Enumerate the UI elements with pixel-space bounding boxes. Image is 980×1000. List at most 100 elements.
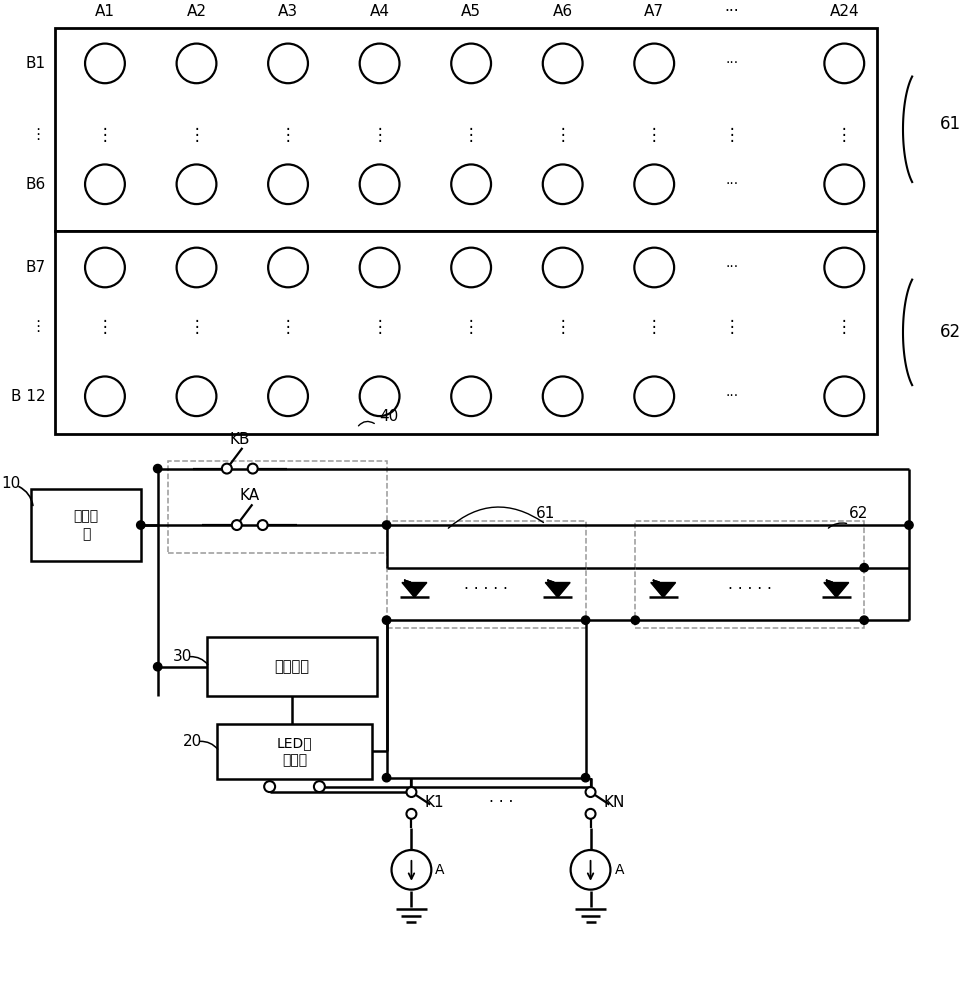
Text: A5: A5 [462, 4, 481, 19]
Text: ⋮: ⋮ [30, 127, 45, 142]
Text: ⋮: ⋮ [97, 126, 114, 144]
Polygon shape [545, 583, 570, 597]
Polygon shape [402, 583, 427, 597]
Circle shape [634, 164, 674, 204]
Text: 驱动电
源: 驱动电 源 [74, 509, 99, 541]
Text: ⋮: ⋮ [836, 126, 853, 144]
Circle shape [382, 616, 391, 624]
Text: B1: B1 [25, 56, 45, 71]
Circle shape [85, 376, 124, 416]
Circle shape [543, 376, 582, 416]
Text: ···: ··· [724, 4, 739, 19]
Circle shape [176, 248, 217, 287]
Text: A2: A2 [186, 4, 207, 19]
Circle shape [221, 464, 232, 474]
Bar [635, 521, 864, 628]
Circle shape [824, 164, 864, 204]
Text: ⋮: ⋮ [463, 126, 479, 144]
Circle shape [634, 44, 674, 83]
Circle shape [360, 248, 400, 287]
Circle shape [860, 616, 868, 624]
Circle shape [586, 809, 596, 819]
Circle shape [269, 376, 308, 416]
Circle shape [570, 850, 611, 890]
Text: ⋮: ⋮ [463, 318, 479, 336]
Circle shape [360, 44, 400, 83]
Circle shape [631, 616, 640, 624]
Text: A4: A4 [369, 4, 390, 19]
Circle shape [407, 787, 416, 797]
Circle shape [176, 164, 217, 204]
Text: 62: 62 [940, 323, 961, 341]
Circle shape [634, 376, 674, 416]
Polygon shape [651, 583, 675, 597]
Text: · · ·: · · · [489, 795, 514, 810]
Circle shape [269, 164, 308, 204]
Text: A: A [614, 863, 624, 877]
Text: ···: ··· [725, 260, 738, 274]
Text: B 12: B 12 [11, 389, 45, 404]
Circle shape [85, 44, 124, 83]
Text: ⋮: ⋮ [555, 126, 571, 144]
Circle shape [543, 44, 582, 83]
Circle shape [248, 464, 258, 474]
Text: KN: KN [604, 795, 625, 810]
Circle shape [905, 521, 913, 529]
Circle shape [360, 164, 400, 204]
Text: ⋮: ⋮ [371, 318, 388, 336]
Circle shape [824, 376, 864, 416]
Circle shape [451, 44, 491, 83]
Text: A1: A1 [95, 4, 115, 19]
Circle shape [407, 809, 416, 819]
Circle shape [136, 521, 145, 529]
Bar [386, 521, 586, 628]
Text: ⋮: ⋮ [555, 318, 571, 336]
Text: 控制模块: 控制模块 [274, 659, 310, 674]
Text: 40: 40 [379, 409, 399, 424]
Bar [31, 489, 141, 561]
Text: A7: A7 [644, 4, 664, 19]
Text: 10: 10 [2, 476, 21, 491]
Circle shape [824, 248, 864, 287]
Circle shape [586, 787, 596, 797]
Circle shape [85, 248, 124, 287]
Bar [218, 724, 371, 779]
Circle shape [451, 376, 491, 416]
Text: A24: A24 [829, 4, 859, 19]
Circle shape [824, 44, 864, 83]
Text: LED驱
动模块: LED驱 动模块 [276, 736, 313, 767]
Text: A: A [407, 867, 416, 880]
Text: 30: 30 [172, 649, 192, 664]
Circle shape [392, 850, 431, 890]
Text: ···: ··· [725, 177, 738, 191]
Circle shape [269, 44, 308, 83]
Circle shape [258, 520, 268, 530]
Text: ⋮: ⋮ [188, 318, 205, 336]
Text: ⋮: ⋮ [279, 126, 296, 144]
Circle shape [451, 164, 491, 204]
Circle shape [85, 164, 124, 204]
Text: ⋮: ⋮ [188, 126, 205, 144]
Circle shape [860, 563, 868, 572]
Circle shape [543, 164, 582, 204]
Text: ⋮: ⋮ [646, 318, 662, 336]
Text: 62: 62 [850, 506, 868, 521]
Circle shape [581, 616, 590, 624]
Text: ⋮: ⋮ [97, 318, 114, 336]
Bar [55, 28, 877, 231]
Circle shape [634, 248, 674, 287]
Text: A3: A3 [278, 4, 298, 19]
Circle shape [360, 376, 400, 416]
Text: 61: 61 [536, 506, 556, 521]
Polygon shape [824, 583, 849, 597]
Text: ⋮: ⋮ [723, 126, 740, 144]
Text: ⋮: ⋮ [723, 318, 740, 336]
Text: KB: KB [229, 432, 250, 447]
Text: KA: KA [240, 488, 260, 503]
Text: 61: 61 [940, 115, 961, 133]
Text: K1: K1 [424, 795, 444, 810]
Circle shape [232, 520, 242, 530]
Text: B6: B6 [25, 177, 45, 192]
Text: A6: A6 [553, 4, 572, 19]
Text: ···: ··· [725, 56, 738, 70]
